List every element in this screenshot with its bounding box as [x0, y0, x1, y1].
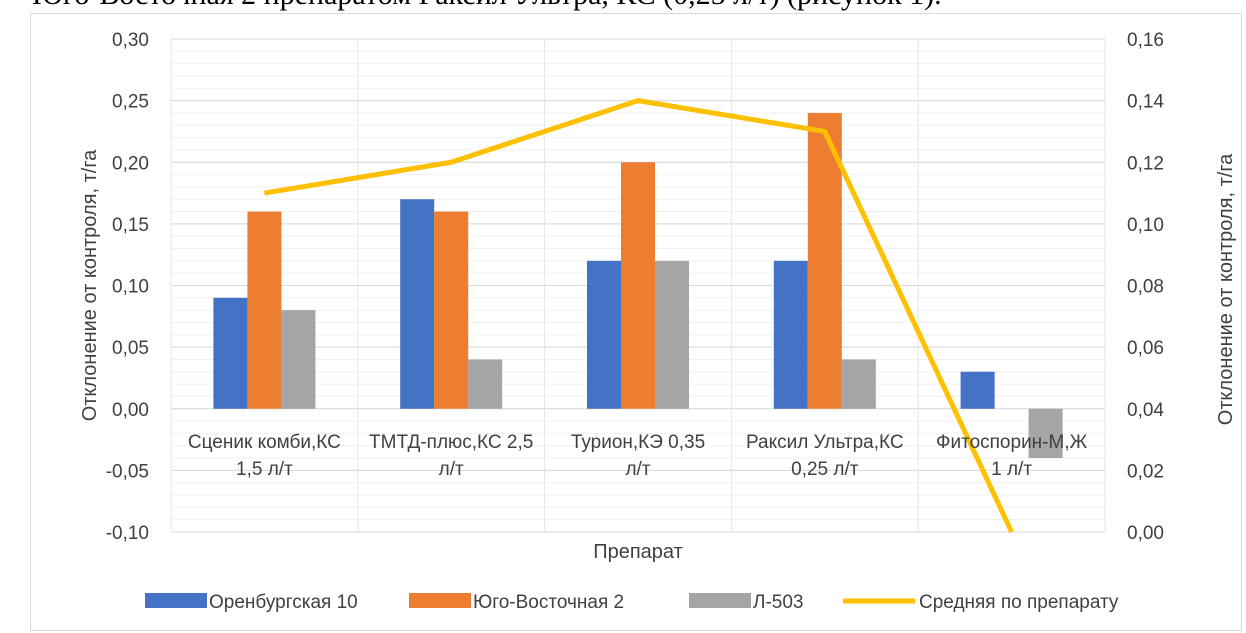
- category-label: ТМТД-плюс,КС 2,5: [369, 432, 533, 453]
- category-label: Сценик комби,КС: [188, 432, 341, 453]
- bar: [807, 112, 842, 409]
- right-tick-label: 0,10: [1127, 215, 1164, 236]
- bar: [960, 371, 995, 409]
- legend-swatch: [409, 593, 471, 608]
- legend-label: Юго-Восточная 2: [473, 592, 624, 613]
- category-label: л/т: [439, 459, 464, 480]
- left-tick-label: 0,05: [112, 338, 149, 359]
- bar: [655, 260, 689, 409]
- category-label: 1 л/т: [991, 459, 1032, 480]
- series-line: [263, 98, 1014, 534]
- right-tick-label: 0,02: [1127, 461, 1164, 482]
- bar: [247, 211, 282, 409]
- category-label: 0,25 л/т: [791, 459, 859, 480]
- bar: [621, 162, 655, 409]
- category-label: 1,5 л/т: [236, 459, 293, 480]
- legend-swatch: [145, 593, 207, 608]
- bar: [1028, 408, 1063, 459]
- legend-label: Оренбургская 10: [209, 592, 358, 613]
- bar: [400, 199, 435, 409]
- line-series: [263, 98, 1014, 534]
- right-tick-label: 0,12: [1127, 153, 1164, 174]
- left-tick-label: 0,25: [112, 92, 149, 113]
- legend: Оренбургская 10 Юго-Восточная 2 Л-503 Средн…: [145, 592, 1119, 613]
- bar: [468, 359, 503, 409]
- left-tick-label: 0,20: [112, 153, 149, 174]
- left-axis-ticks: -0,10 -0,05 0,00 0,05 0,10 0,15 0,20 0,25 0,30: [106, 30, 149, 544]
- category-label: Турион,КЭ 0,35: [571, 432, 705, 453]
- legend-label: Л-503: [753, 592, 804, 613]
- right-tick-label: 0,14: [1127, 92, 1164, 113]
- bars: [213, 112, 1063, 459]
- bar: [434, 211, 469, 409]
- legend-label: Средняя по препарату: [919, 592, 1119, 613]
- x-axis-title: Препарат: [593, 541, 683, 563]
- left-tick-label: -0,10: [106, 523, 149, 544]
- right-axis-ticks: 0,00 0,02 0,04 0,06 0,08 0,10 0,12 0,14 0,16: [1127, 30, 1164, 544]
- category-labels: Сценик комби,КС 1,5 л/т ТМТД-плюс,КС 2,5 л/…: [188, 432, 1088, 480]
- page-heading-fragment: Юго-Восточная 2 препаратом Раксил Ультра…: [0, 0, 1246, 22]
- bar: [587, 260, 621, 409]
- right-tick-label: 0,04: [1127, 400, 1164, 421]
- right-tick-label: 0,06: [1127, 338, 1164, 359]
- category-label: Фитоспорин-М,Ж: [936, 432, 1088, 453]
- legend-swatch: [689, 593, 751, 608]
- left-tick-label: 0,00: [112, 400, 149, 421]
- category-label: Раксил Ультра,КС: [746, 432, 904, 453]
- right-tick-label: 0,00: [1127, 523, 1164, 544]
- left-tick-label: 0,15: [112, 215, 149, 236]
- bar: [281, 310, 316, 409]
- right-tick-label: 0,08: [1127, 277, 1164, 298]
- bar: [841, 359, 876, 409]
- left-tick-label: 0,10: [112, 277, 149, 298]
- left-tick-label: 0,30: [112, 30, 149, 51]
- right-tick-label: 0,16: [1127, 30, 1164, 51]
- left-axis-title: Отклонение от контроля, т/га: [79, 149, 101, 421]
- left-tick-label: -0,05: [106, 461, 149, 482]
- category-label: л/т: [625, 459, 650, 480]
- right-axis-title: Отклонение от контроля, т/га: [1215, 153, 1237, 425]
- bar: [213, 297, 248, 409]
- bar: [773, 260, 808, 409]
